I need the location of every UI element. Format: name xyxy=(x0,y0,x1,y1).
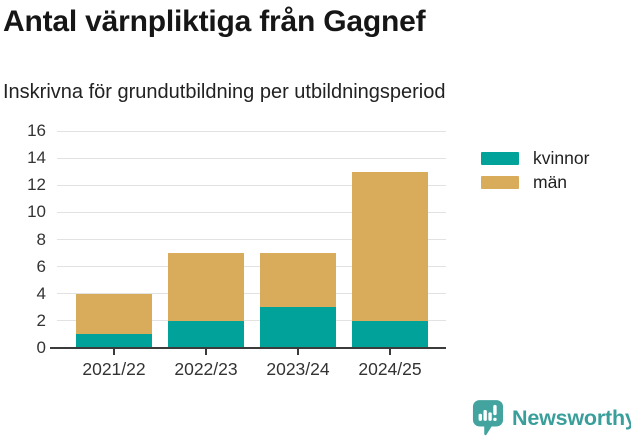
gridline xyxy=(57,211,446,213)
bar-segment-män xyxy=(352,171,428,321)
x-tick-label: 2022/23 xyxy=(174,359,238,379)
legend-swatch-män xyxy=(481,175,519,189)
gridline xyxy=(57,157,446,159)
newsworthy-logo-icon xyxy=(472,400,504,436)
legend-item-män: män xyxy=(481,171,589,192)
y-tick-label: 8 xyxy=(36,229,46,249)
x-tick-label: 2021/22 xyxy=(82,359,146,379)
bar-segment-män xyxy=(260,253,336,308)
chart-title: Antal värnpliktiga från Gagnef xyxy=(3,5,426,38)
y-tick-label: 16 xyxy=(27,121,46,140)
y-tick-label: 0 xyxy=(36,338,46,357)
bar-segment-män xyxy=(76,293,152,335)
y-tick-label: 14 xyxy=(27,148,46,168)
y-tick-label: 12 xyxy=(27,175,46,195)
legend-swatch-kvinnor xyxy=(481,152,519,165)
gridline xyxy=(57,130,446,132)
x-axis-tick xyxy=(389,349,391,355)
chart-subtitle: Inskrivna för grundutbildning per utbild… xyxy=(3,81,446,103)
x-tick-label: 2023/24 xyxy=(266,359,330,379)
bar-segment-kvinnor xyxy=(76,334,152,348)
bar-segment-kvinnor xyxy=(352,320,428,348)
gridline xyxy=(57,320,446,322)
bar-segment-kvinnor xyxy=(260,307,336,348)
bar-segment-kvinnor xyxy=(168,320,244,348)
chart-legend: kvinnor män xyxy=(481,148,590,197)
y-tick-label: 4 xyxy=(36,283,46,303)
x-tick-label: 2024/25 xyxy=(358,359,422,379)
y-tick-label: 10 xyxy=(27,202,46,222)
brand-name: Newsworthy xyxy=(512,405,631,430)
bar-segment-män xyxy=(168,253,244,321)
x-axis-line xyxy=(50,347,446,349)
x-axis-tick xyxy=(205,349,207,355)
x-axis-tick xyxy=(297,349,299,355)
legend-item-kvinnor: kvinnor xyxy=(481,148,590,168)
gridline xyxy=(57,184,446,186)
gridline xyxy=(57,293,446,295)
x-axis-tick xyxy=(113,349,115,355)
brand-footer: Newsworthy xyxy=(472,399,631,437)
gridline xyxy=(57,266,446,268)
legend-label: män xyxy=(533,171,568,192)
legend-label: kvinnor xyxy=(533,148,590,168)
gridline xyxy=(57,239,446,240)
y-tick-label: 6 xyxy=(36,256,46,276)
y-tick-label: 2 xyxy=(36,310,46,330)
